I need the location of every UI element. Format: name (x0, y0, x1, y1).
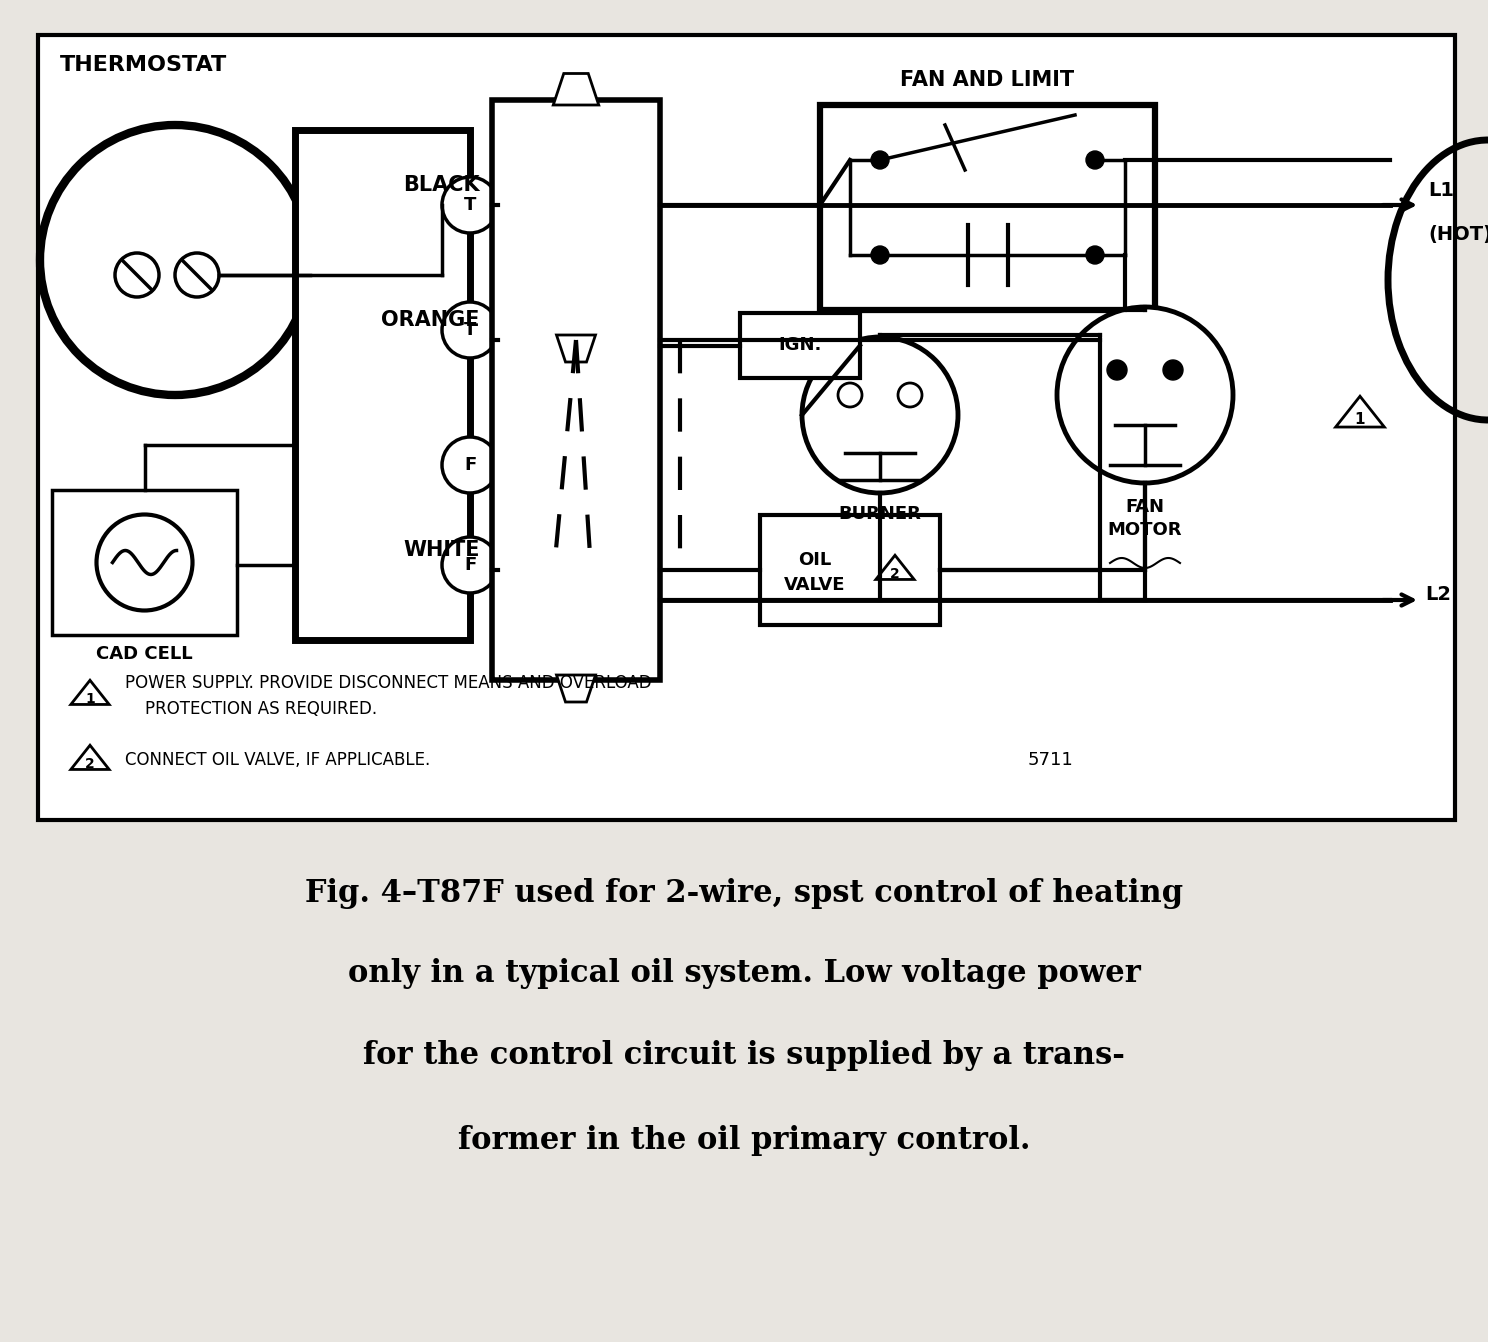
Text: L1: L1 (1428, 181, 1454, 200)
Circle shape (1086, 152, 1104, 169)
Text: FAN: FAN (1125, 498, 1165, 517)
Text: F: F (464, 556, 476, 574)
Polygon shape (557, 675, 595, 702)
Text: T: T (464, 196, 476, 213)
Bar (295, 130, 470, 640)
Circle shape (870, 152, 888, 169)
Bar (493, 101, 661, 680)
Circle shape (1086, 246, 1104, 264)
Polygon shape (557, 336, 595, 362)
Circle shape (442, 177, 498, 234)
Circle shape (442, 537, 498, 593)
Polygon shape (554, 74, 598, 105)
Text: CONNECT OIL VALVE, IF APPLICABLE.: CONNECT OIL VALVE, IF APPLICABLE. (125, 752, 430, 769)
Text: 5711: 5711 (1027, 752, 1073, 769)
Circle shape (838, 382, 862, 407)
Text: 2: 2 (85, 757, 95, 772)
Text: L2: L2 (1426, 585, 1451, 604)
Bar (760, 515, 940, 625)
Text: T: T (464, 321, 476, 340)
Text: for the control circuit is supplied by a trans-: for the control circuit is supplied by a… (363, 1040, 1125, 1071)
Text: former in the oil primary control.: former in the oil primary control. (458, 1125, 1030, 1155)
Circle shape (115, 254, 159, 297)
Text: BLACK: BLACK (403, 174, 481, 195)
Circle shape (97, 514, 192, 611)
Text: F: F (464, 456, 476, 474)
Text: THERMOSTAT: THERMOSTAT (60, 55, 228, 75)
Text: PROTECTION AS REQUIRED.: PROTECTION AS REQUIRED. (144, 701, 376, 718)
Bar (52, 490, 237, 635)
Bar (820, 105, 1155, 310)
Circle shape (1107, 360, 1126, 380)
Text: VALVE: VALVE (784, 576, 845, 595)
Text: Fig. 4–T87F used for 2-wire, spst control of heating: Fig. 4–T87F used for 2-wire, spst contro… (305, 878, 1183, 909)
Text: MOTOR: MOTOR (1107, 521, 1183, 539)
Bar (39, 35, 1455, 820)
Circle shape (442, 437, 498, 493)
Text: IGN.: IGN. (778, 337, 821, 354)
Text: POWER SUPPLY. PROVIDE DISCONNECT MEANS AND OVERLOAD: POWER SUPPLY. PROVIDE DISCONNECT MEANS A… (125, 674, 652, 692)
Circle shape (1056, 307, 1234, 483)
Circle shape (176, 254, 219, 297)
Text: 1: 1 (85, 692, 95, 706)
Circle shape (1164, 360, 1183, 380)
Circle shape (40, 125, 310, 395)
Text: 1: 1 (1354, 412, 1366, 428)
Text: BURNER: BURNER (839, 505, 921, 523)
Polygon shape (71, 680, 109, 705)
Polygon shape (71, 745, 109, 769)
Text: 2: 2 (890, 568, 900, 581)
Circle shape (802, 337, 958, 493)
Text: ORANGE: ORANGE (381, 310, 481, 330)
Circle shape (442, 302, 498, 358)
Text: CAD CELL: CAD CELL (97, 646, 193, 663)
Polygon shape (876, 556, 914, 580)
Circle shape (870, 246, 888, 264)
Text: WHITE: WHITE (403, 539, 481, 560)
Circle shape (897, 382, 923, 407)
Text: (HOT): (HOT) (1428, 225, 1488, 244)
Text: only in a typical oil system. Low voltage power: only in a typical oil system. Low voltag… (348, 958, 1140, 989)
Bar (528, 105, 623, 675)
Bar (740, 313, 860, 378)
Polygon shape (1336, 396, 1384, 427)
Text: FAN AND LIMIT: FAN AND LIMIT (900, 70, 1074, 90)
Text: OIL: OIL (799, 552, 832, 569)
